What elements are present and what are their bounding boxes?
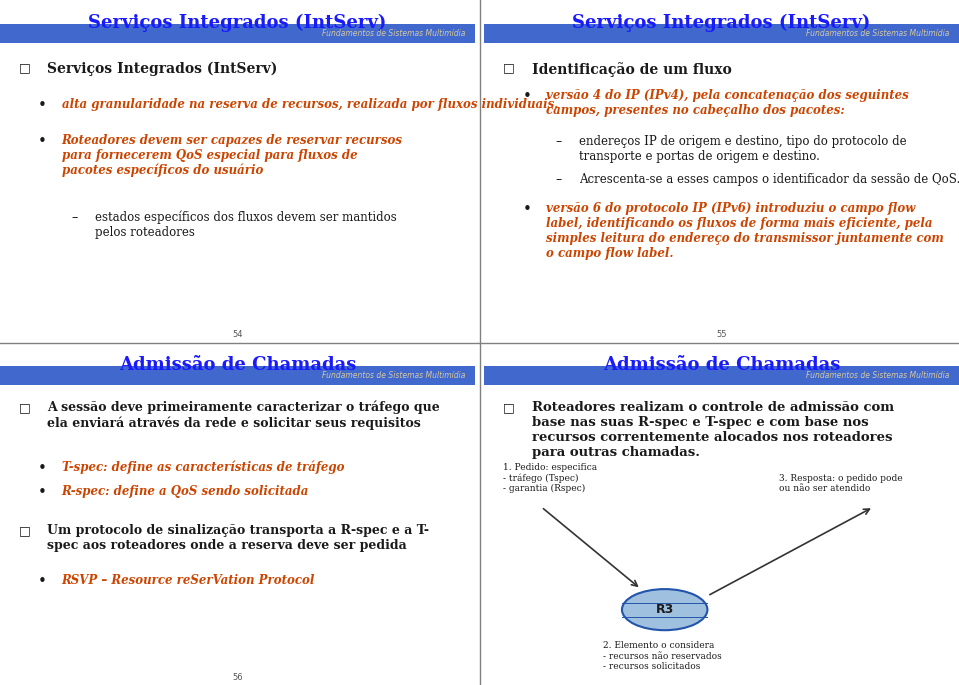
Text: –: – bbox=[555, 136, 562, 148]
Bar bbox=[484, 24, 959, 43]
Text: Um protocolo de sinalização transporta a R-spec e a T-
spec aos roteadores onde : Um protocolo de sinalização transporta a… bbox=[48, 524, 430, 552]
Text: □: □ bbox=[503, 401, 515, 414]
Text: □: □ bbox=[503, 62, 515, 75]
Text: •: • bbox=[523, 202, 531, 217]
Text: T-spec: define as características de tráfego: T-spec: define as características de trá… bbox=[61, 460, 344, 474]
Ellipse shape bbox=[622, 589, 708, 630]
Text: Fundamentos de Sistemas Multimídia: Fundamentos de Sistemas Multimídia bbox=[807, 29, 949, 38]
Text: Admissão de Chamadas: Admissão de Chamadas bbox=[603, 356, 840, 374]
Bar bbox=[0, 366, 475, 385]
Text: alta granularidade na reserva de recursos, realizada por fluxos individuais.: alta granularidade na reserva de recurso… bbox=[61, 97, 558, 110]
Text: •: • bbox=[38, 574, 47, 588]
Text: □: □ bbox=[19, 401, 31, 414]
Text: RSVP – Resource reSerVation Protocol: RSVP – Resource reSerVation Protocol bbox=[61, 574, 316, 586]
Text: •: • bbox=[38, 97, 47, 112]
Text: Roteadores realizam o controle de admissão com
base nas suas R-spec e T-spec e c: Roteadores realizam o controle de admiss… bbox=[531, 401, 894, 459]
Text: –: – bbox=[555, 173, 562, 186]
Text: Serviços Integrados (IntServ): Serviços Integrados (IntServ) bbox=[88, 14, 386, 32]
Text: Fundamentos de Sistemas Multimídia: Fundamentos de Sistemas Multimídia bbox=[322, 371, 465, 380]
Bar bbox=[484, 366, 959, 385]
Text: 54: 54 bbox=[232, 330, 243, 339]
Text: Roteadores devem ser capazes de reservar recursos
para fornecerem QoS especial p: Roteadores devem ser capazes de reservar… bbox=[61, 134, 403, 177]
Text: •: • bbox=[38, 485, 47, 499]
Text: •: • bbox=[523, 89, 531, 104]
Text: •: • bbox=[38, 134, 47, 149]
Text: 55: 55 bbox=[716, 330, 727, 339]
Text: 1. Pedido: especifica
- tráfego (Tspec)
- garantia (Rspec): 1. Pedido: especifica - tráfego (Tspec) … bbox=[503, 462, 597, 493]
Text: 3. Resposta: o pedido pode
ou não ser atendido: 3. Resposta: o pedido pode ou não ser at… bbox=[779, 474, 902, 493]
Text: Serviços Integrados (IntServ): Serviços Integrados (IntServ) bbox=[573, 14, 871, 32]
Text: □: □ bbox=[19, 62, 31, 75]
Bar bbox=[0, 24, 475, 43]
Text: 2. Elemento o considera
- recursos não reservados
- recursos solicitados: 2. Elemento o considera - recursos não r… bbox=[603, 641, 722, 671]
Text: Identificação de um fluxo: Identificação de um fluxo bbox=[531, 62, 732, 77]
Text: A sessão deve primeiramente caracterizar o tráfego que
ela enviará através da re: A sessão deve primeiramente caracterizar… bbox=[48, 401, 440, 429]
Text: Acrescenta-se a esses campos o identificador da sessão de QoS.: Acrescenta-se a esses campos o identific… bbox=[579, 173, 959, 186]
Text: R3: R3 bbox=[656, 603, 674, 616]
Text: estados específicos dos fluxos devem ser mantidos
pelos roteadores: estados específicos dos fluxos devem ser… bbox=[95, 211, 397, 239]
Text: versão 4 do IP (IPv4), pela concatenação dos seguintes
campos, presentes no cabe: versão 4 do IP (IPv4), pela concatenação… bbox=[546, 89, 909, 117]
Text: 56: 56 bbox=[232, 673, 243, 682]
Text: Fundamentos de Sistemas Multimídia: Fundamentos de Sistemas Multimídia bbox=[807, 371, 949, 380]
Text: □: □ bbox=[19, 524, 31, 537]
Text: Fundamentos de Sistemas Multimídia: Fundamentos de Sistemas Multimídia bbox=[322, 29, 465, 38]
Text: endereços IP de origem e destino, tipo do protocolo de
transporte e portas de or: endereços IP de origem e destino, tipo d… bbox=[579, 136, 907, 163]
Text: versão 6 do protocolo IP (IPv6) introduziu o campo flow
label, identificando os : versão 6 do protocolo IP (IPv6) introduz… bbox=[546, 202, 944, 260]
Text: R-spec: define a QoS sendo solicitada: R-spec: define a QoS sendo solicitada bbox=[61, 485, 309, 497]
Text: •: • bbox=[38, 460, 47, 475]
Text: Admissão de Chamadas: Admissão de Chamadas bbox=[119, 356, 356, 374]
Text: –: – bbox=[71, 211, 78, 223]
Text: Serviços Integrados (IntServ): Serviços Integrados (IntServ) bbox=[48, 62, 278, 76]
